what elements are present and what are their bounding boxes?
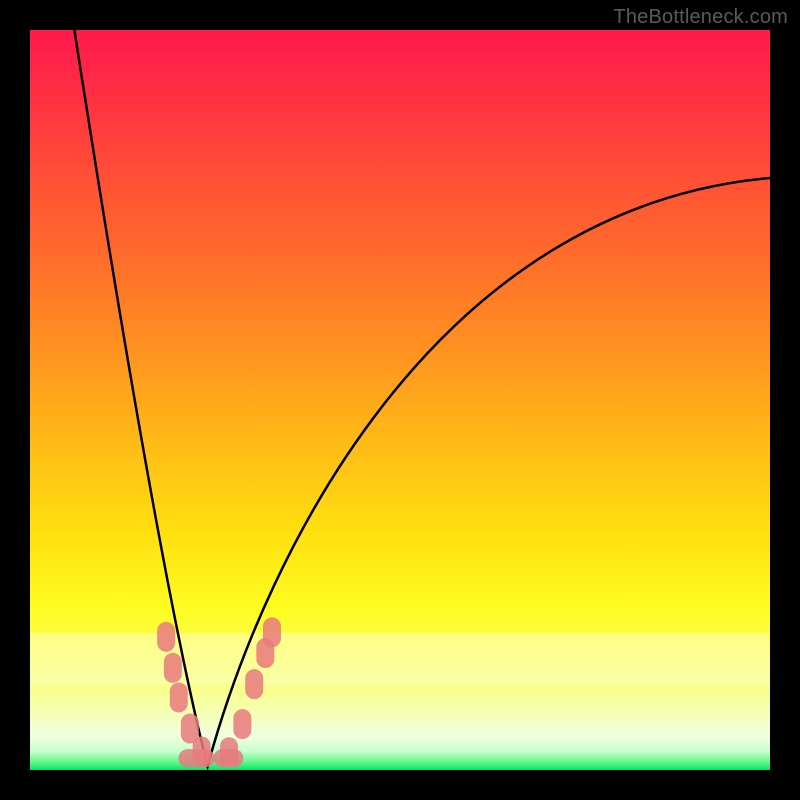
chart-svg	[30, 30, 770, 770]
stage: TheBottleneck.com	[0, 0, 800, 800]
chart-area	[30, 30, 770, 770]
watermark-text: TheBottleneck.com	[613, 6, 788, 29]
